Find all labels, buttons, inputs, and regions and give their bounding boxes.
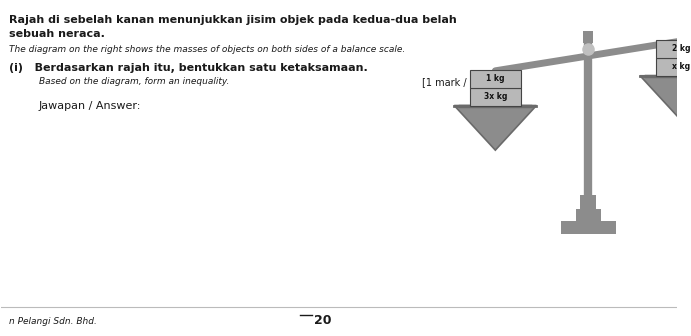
Text: 2 kg: 2 kg [672, 44, 690, 53]
Text: x kg: x kg [672, 62, 690, 71]
Bar [561, 220, 616, 235]
Text: Rajah di sebelah kanan menunjukkan jisim objek pada kedua-dua belah: Rajah di sebelah kanan menunjukkan jisim… [9, 15, 457, 25]
Text: The diagram on the right shows the masses of objects on both sides of a balance : The diagram on the right shows the masse… [9, 45, 406, 54]
Text: n Pelangi Sdn. Bhd.: n Pelangi Sdn. Bhd. [9, 317, 97, 326]
Bar [576, 209, 601, 220]
Bar [470, 70, 521, 88]
Text: (i)   Berdasarkan rajah itu, bentukkan satu ketaksamaan.: (i) Berdasarkan rajah itu, bentukkan sat… [9, 63, 368, 73]
Text: Jawapan / Answer:: Jawapan / Answer: [39, 100, 141, 111]
Polygon shape [454, 106, 536, 150]
Text: [1 mark / 1 markah]: [1 mark / 1 markah] [422, 77, 520, 87]
Text: 20: 20 [314, 314, 332, 327]
Bar [656, 58, 691, 76]
Polygon shape [640, 76, 691, 120]
Text: 3x kg: 3x kg [484, 92, 507, 101]
Bar [470, 88, 521, 106]
Text: Based on the diagram, form an inequality.: Based on the diagram, form an inequality… [39, 77, 229, 86]
Bar [583, 31, 593, 43]
Bar [656, 40, 691, 58]
Text: sebuah neraca.: sebuah neraca. [9, 29, 105, 39]
Bar [580, 195, 596, 209]
Text: 1 kg: 1 kg [486, 74, 504, 83]
